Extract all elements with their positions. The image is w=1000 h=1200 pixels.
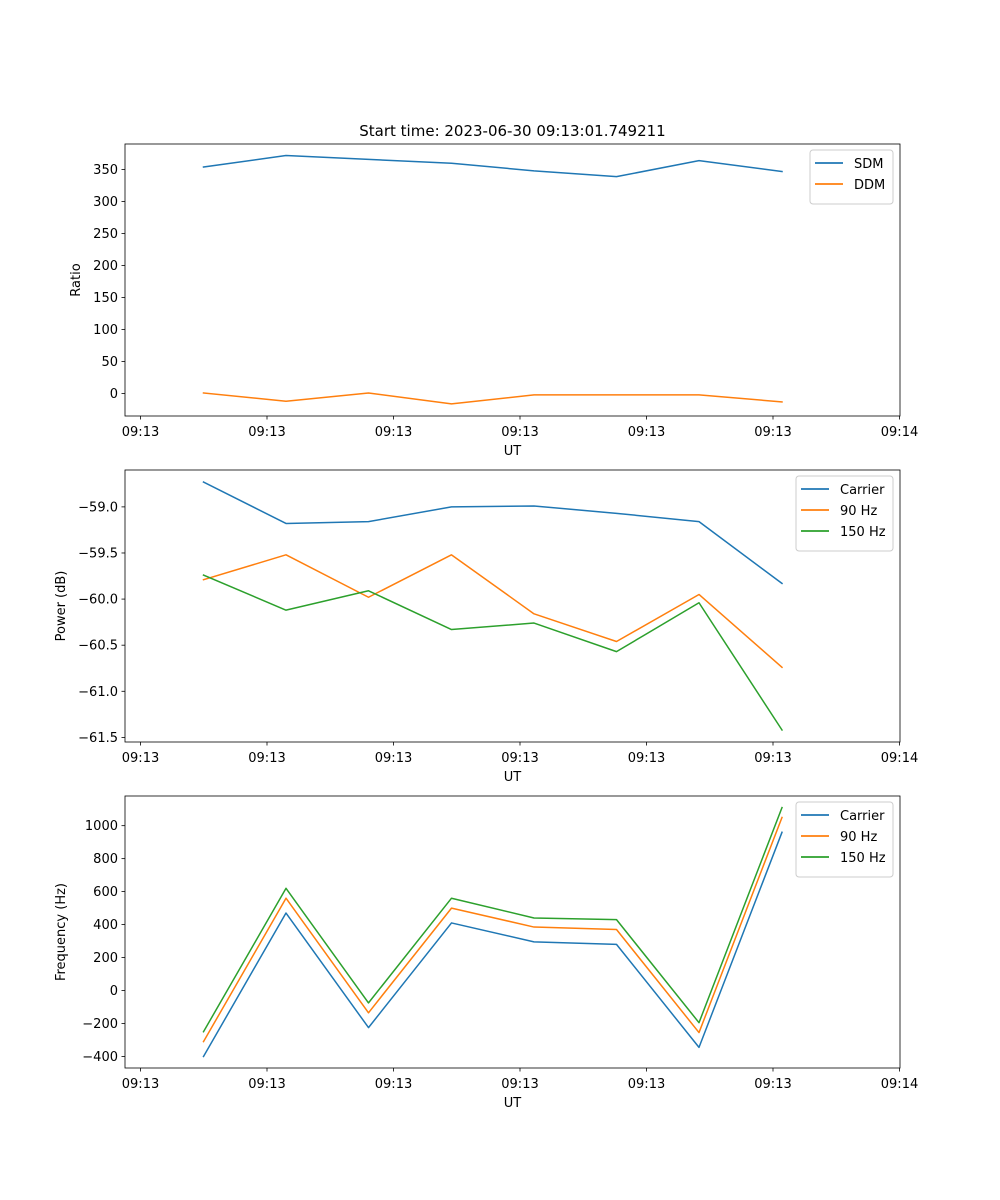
x-tick-label: 09:13 bbox=[248, 425, 285, 440]
x-tick-label: 09:13 bbox=[501, 425, 538, 440]
y-tick-label: 200 bbox=[93, 951, 118, 966]
x-tick-label: 09:13 bbox=[501, 1077, 538, 1092]
x-tick-label: 09:13 bbox=[375, 425, 412, 440]
charts-container: 09:13 09:13 09:13 09:13 09:13 09:13 09:14 0 50 10… bbox=[54, 143, 918, 1111]
legend-box bbox=[795, 475, 894, 552]
plot-frame bbox=[124, 469, 901, 743]
legend-label: 150 Hz bbox=[840, 525, 886, 540]
y-tick-label: 1000 bbox=[85, 819, 118, 834]
legend-label: Carrier bbox=[840, 809, 885, 824]
y-tick-label: 0 bbox=[110, 387, 118, 402]
series-line-90-hz bbox=[202, 554, 784, 669]
chart-panel-1: 09:13 09:13 09:13 09:13 09:13 09:13 09:14 0 50 10… bbox=[69, 143, 918, 459]
y-tick-label: 150 bbox=[93, 291, 118, 306]
x-tick-label: 09:13 bbox=[754, 1077, 791, 1092]
y-tick-label: −200 bbox=[82, 1017, 118, 1032]
y-tick-label: −59.5 bbox=[78, 546, 118, 561]
x-tick-label: 09:14 bbox=[881, 425, 918, 440]
y-axis-label: Frequency (Hz) bbox=[54, 883, 69, 981]
legend-label: SDM bbox=[854, 157, 883, 172]
y-tick-label: −60.5 bbox=[78, 639, 118, 654]
x-tick-label: 09:13 bbox=[628, 425, 665, 440]
series-line-150-hz bbox=[202, 574, 784, 732]
y-tick-label: 300 bbox=[93, 195, 118, 210]
x-axis-label: UT bbox=[504, 770, 522, 785]
series-line-90-hz bbox=[202, 816, 783, 1043]
x-tick-label: 09:13 bbox=[628, 751, 665, 766]
x-tick-label: 09:13 bbox=[122, 1077, 159, 1092]
y-tick-label: −400 bbox=[82, 1050, 118, 1065]
chart-panel-3: 09:13 09:13 09:13 09:13 09:13 09:13 09:14 −400 −… bbox=[54, 795, 918, 1111]
y-tick-label: −61.5 bbox=[78, 731, 118, 746]
legend-label: Carrier bbox=[840, 483, 885, 498]
x-axis-label: UT bbox=[504, 1096, 522, 1111]
x-tick-label: 09:13 bbox=[248, 1077, 285, 1092]
series-line-carrier bbox=[202, 831, 783, 1058]
x-axis-label: UT bbox=[504, 444, 522, 459]
x-tick-label: 09:14 bbox=[881, 1077, 918, 1092]
y-axis-label: Power (dB) bbox=[54, 571, 69, 642]
y-tick-label: 200 bbox=[93, 259, 118, 274]
legend-label: 90 Hz bbox=[840, 830, 877, 845]
x-tick-label: 09:14 bbox=[881, 751, 918, 766]
x-tick-label: 09:13 bbox=[122, 751, 159, 766]
series-line-carrier bbox=[202, 480, 784, 585]
y-tick-label: 800 bbox=[93, 852, 118, 867]
plot-frame bbox=[124, 143, 901, 417]
x-tick-label: 09:13 bbox=[501, 751, 538, 766]
x-tick-label: 09:13 bbox=[754, 425, 791, 440]
x-tick-label: 09:13 bbox=[754, 751, 791, 766]
y-tick-label: 0 bbox=[110, 984, 118, 999]
plot-frame bbox=[124, 795, 901, 1069]
chart-panel-2: 09:13 09:13 09:13 09:13 09:13 09:13 09:14 −61.5… bbox=[54, 469, 918, 785]
y-tick-label: 350 bbox=[93, 163, 118, 178]
legend: SDM DDM bbox=[809, 149, 894, 205]
legend-label: 150 Hz bbox=[840, 851, 886, 866]
x-tick-label: 09:13 bbox=[375, 751, 412, 766]
legend-label: DDM bbox=[854, 178, 885, 193]
y-tick-label: −59.0 bbox=[78, 500, 118, 515]
y-tick-label: 400 bbox=[93, 918, 118, 933]
y-tick-label: −61.0 bbox=[78, 685, 118, 700]
x-tick-label: 09:13 bbox=[628, 1077, 665, 1092]
series-line-ddm bbox=[202, 392, 783, 405]
legend: Carrier 90 Hz 150 Hz bbox=[795, 475, 894, 552]
y-tick-label: 50 bbox=[101, 355, 118, 370]
legend-box bbox=[795, 801, 894, 878]
y-axis-label: Ratio bbox=[69, 263, 84, 296]
y-tick-label: 100 bbox=[93, 323, 118, 338]
figure-title: Start time: 2023-06-30 09:13:01.749211 bbox=[359, 122, 665, 140]
y-tick-label: −60.0 bbox=[78, 593, 118, 608]
x-tick-label: 09:13 bbox=[375, 1077, 412, 1092]
legend-label: 90 Hz bbox=[840, 504, 877, 519]
x-tick-label: 09:13 bbox=[248, 751, 285, 766]
legend: Carrier 90 Hz 150 Hz bbox=[795, 801, 894, 878]
y-tick-label: 250 bbox=[93, 227, 118, 242]
x-tick-label: 09:13 bbox=[122, 425, 159, 440]
y-tick-label: 600 bbox=[93, 885, 118, 900]
series-line-150-hz bbox=[202, 806, 783, 1033]
series-line-sdm bbox=[202, 154, 783, 178]
